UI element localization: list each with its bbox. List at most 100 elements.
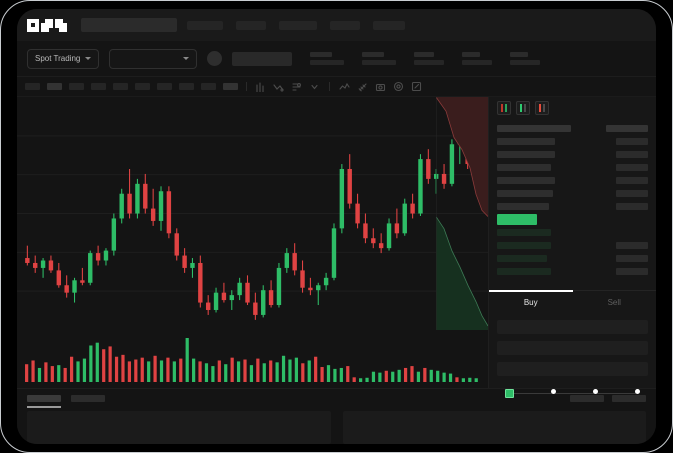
market-stats <box>310 52 541 65</box>
orders-tabs <box>17 389 656 408</box>
timeframe-5[interactable] <box>135 83 150 90</box>
orderbook-spread-row[interactable] <box>497 213 648 226</box>
indicators-icon[interactable] <box>273 81 284 92</box>
orderbook-row[interactable] <box>497 265 648 278</box>
okx-trading-app: Spot Trading <box>17 9 656 444</box>
settings-gear-icon[interactable] <box>393 81 404 92</box>
orderbook-view-modes <box>489 97 656 119</box>
stat-value <box>362 60 397 65</box>
chart-column <box>17 97 488 388</box>
device-screen: Spot Trading <box>17 9 656 444</box>
orderbook-size <box>616 151 648 158</box>
order-input-1[interactable] <box>497 341 648 355</box>
orderbook-row[interactable] <box>497 239 648 252</box>
orderbook-price <box>497 164 551 171</box>
slider-step-4[interactable] <box>635 388 640 394</box>
slider-track <box>509 392 636 394</box>
line-chart-icon[interactable] <box>339 81 350 92</box>
okx-logo-icon[interactable] <box>27 18 67 32</box>
slider-handle[interactable] <box>505 388 514 398</box>
slider-step-2[interactable] <box>551 388 556 394</box>
orderbook-size <box>616 268 648 275</box>
timeframe-4[interactable] <box>113 83 128 90</box>
orderbook-row[interactable] <box>497 135 648 148</box>
market-stat-2 <box>414 52 445 65</box>
pair-name-skeleton <box>232 51 293 66</box>
nav-item-4[interactable] <box>373 20 405 30</box>
chart-toolbar <box>17 77 656 97</box>
market-subheader: Spot Trading <box>17 41 656 77</box>
tab-sell[interactable]: Sell <box>607 298 621 307</box>
toolbar-divider <box>246 82 247 91</box>
orderbook-row[interactable] <box>497 200 648 213</box>
timeframe-8[interactable] <box>201 83 216 90</box>
stat-value <box>414 60 445 65</box>
orderbook-price <box>497 151 555 158</box>
order-form <box>489 314 656 419</box>
main-content: Buy Sell <box>17 97 656 419</box>
nav-item-1[interactable] <box>236 20 266 30</box>
nav-item-3[interactable] <box>330 20 360 30</box>
nav-item-2[interactable] <box>279 20 317 30</box>
timeframe-0[interactable] <box>25 83 40 90</box>
orders-tab-0[interactable] <box>27 394 61 408</box>
orderbook-asks-icon[interactable] <box>535 101 549 115</box>
stat-label <box>310 52 333 57</box>
ruler-icon[interactable] <box>357 81 368 92</box>
orderbook-rows[interactable] <box>489 119 656 290</box>
market-type-selector[interactable]: Spot Trading <box>27 48 100 69</box>
timeframe-2[interactable] <box>69 83 84 90</box>
orderbook-row[interactable] <box>497 174 648 187</box>
orderbook-bids-icon[interactable] <box>516 101 530 115</box>
candlestick-chart[interactable] <box>17 97 488 330</box>
stat-label <box>462 52 481 57</box>
trading-pair-selector[interactable] <box>109 48 198 69</box>
orderbook-row[interactable] <box>497 161 648 174</box>
orderbook-price <box>497 268 551 275</box>
orderbook-price <box>497 203 549 210</box>
tab-buy[interactable]: Buy <box>489 290 573 314</box>
orderbook-row[interactable] <box>497 187 648 200</box>
nav-item-0[interactable] <box>187 20 223 30</box>
timeframe-6[interactable] <box>157 83 172 90</box>
orderbook-price <box>497 242 551 249</box>
market-stat-3 <box>462 52 493 65</box>
orders-panel <box>17 388 656 444</box>
fullscreen-icon[interactable] <box>411 81 422 92</box>
orderbook-row[interactable] <box>497 226 648 239</box>
orderbook-row[interactable] <box>497 148 648 161</box>
candlestick-chart-icon[interactable] <box>255 81 266 92</box>
market-type-label: Spot Trading <box>35 54 81 63</box>
orders-action-0[interactable] <box>570 394 604 402</box>
nav-item-list <box>187 20 405 30</box>
orderbook-size <box>616 190 648 197</box>
order-input-0[interactable] <box>497 320 648 334</box>
orderbook-combined-icon[interactable] <box>497 101 511 115</box>
orderbook-price <box>497 214 537 225</box>
timeframe-7[interactable] <box>179 83 194 90</box>
market-stat-4 <box>510 52 541 65</box>
timeframe-3[interactable] <box>91 83 106 90</box>
timeframe-9[interactable] <box>223 83 238 90</box>
stat-value <box>462 60 493 65</box>
chevron-down-icon <box>183 57 190 60</box>
camera-icon[interactable] <box>375 81 386 92</box>
orders-action-1[interactable] <box>612 394 646 402</box>
orderbook-price <box>497 229 551 236</box>
chevron-down-icon[interactable] <box>309 81 320 92</box>
order-input-2[interactable] <box>497 362 648 376</box>
orderbook-size <box>616 203 648 210</box>
orderbook-row[interactable] <box>497 252 648 265</box>
compare-icon[interactable] <box>291 81 302 92</box>
amount-slider[interactable] <box>497 383 648 403</box>
timeframe-1[interactable] <box>47 83 62 90</box>
orderbook-price <box>497 255 547 262</box>
orderbook-price <box>497 190 553 197</box>
stat-label <box>414 52 435 57</box>
slider-step-3[interactable] <box>593 388 598 394</box>
orderbook-price <box>497 138 555 145</box>
search-input[interactable] <box>81 18 177 32</box>
volume-histogram <box>17 330 488 388</box>
orders-tab-1[interactable] <box>71 394 105 402</box>
column-header-size <box>606 125 648 132</box>
